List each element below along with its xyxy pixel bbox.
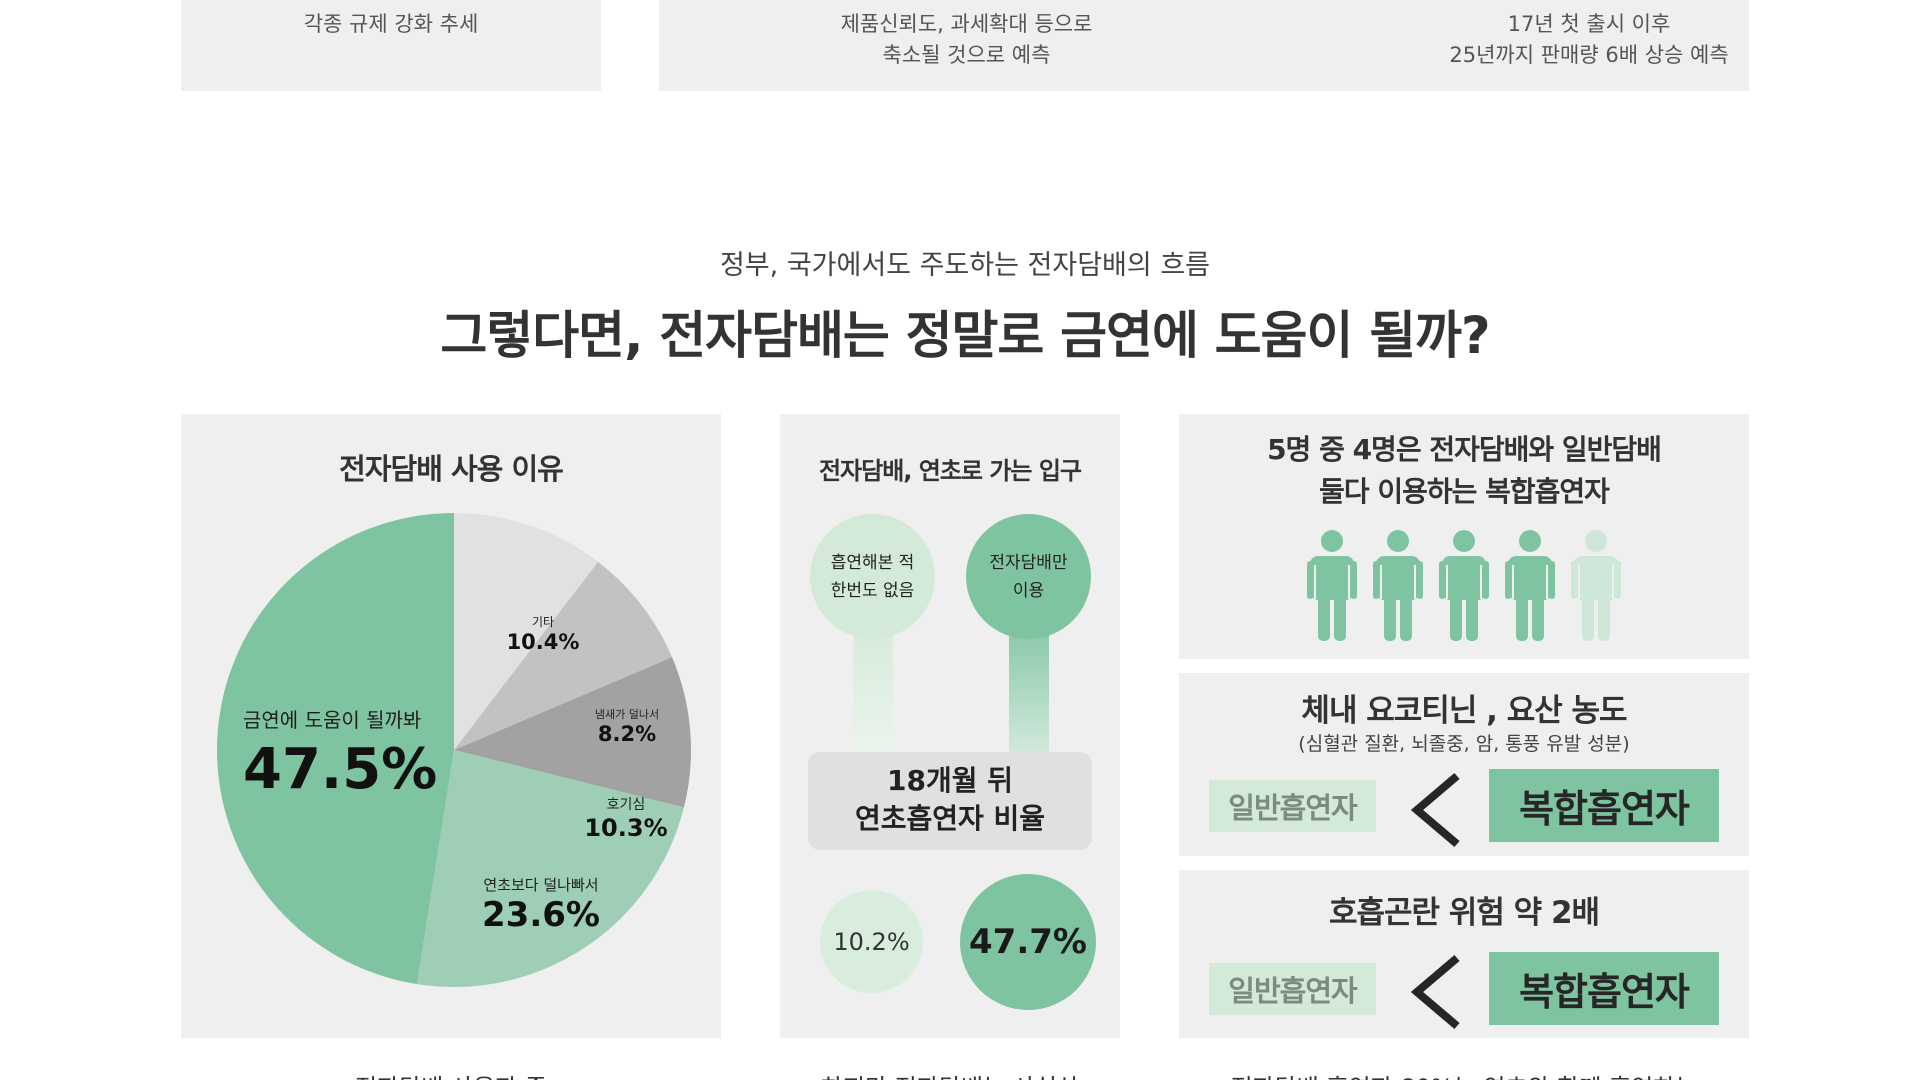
dual-bottom-caption: 전자담배 흡연자 80%는 연초와 함께 흡연하는 <box>1179 1068 1749 1080</box>
nicotine-dual-smoker-tag: 복합흡연자 <box>1489 769 1719 842</box>
pie-slice-3 <box>416 750 684 987</box>
pie-label-other-name: 기타 <box>531 615 555 629</box>
gateway-panel: 전자담배, 연초로 가는 입구 흡연해본 적 한번도 없음 전자담배만 이용 1… <box>780 414 1120 1038</box>
ecig-only-rate-circle: 47.7% <box>960 874 1096 1010</box>
ecig-only-rate: 47.7% <box>969 922 1087 962</box>
ecig-only-stem <box>1009 614 1049 774</box>
pie-label-other-value: 10.4% <box>506 630 580 654</box>
nicotine-less-than-icon <box>1410 772 1460 848</box>
dual-smoker-title-line2: 둘다 이용하는 복합흡연자 <box>1319 475 1610 508</box>
breath-dual-smoker-tag: 복합흡연자 <box>1489 952 1719 1025</box>
pie-slice-1 <box>454 561 673 750</box>
pie-label-curiosity: 호기심 10.3% <box>566 794 686 842</box>
pie-slice-2 <box>454 657 691 808</box>
never-smoked-circle: 흡연해본 적 한번도 없음 <box>810 514 935 639</box>
reasons-panel: 전자담배 사용 이유 기타 10.4% 냄새가 덜나서 8.2% 호기심 10.… <box>181 414 721 1038</box>
ecig-only-circle: 전자담배만 이용 <box>966 514 1091 639</box>
gateway-panel-title: 전자담배, 연초로 가는 입구 <box>818 457 1082 485</box>
after-18-months-box: 18개월 뒤 연초흡연자 비율 <box>808 752 1092 850</box>
pie-slice-0 <box>454 513 599 750</box>
never-smoked-line2: 한번도 없음 <box>830 580 915 601</box>
never-smoked-rate-circle: 10.2% <box>820 890 923 993</box>
nicotine-title: 체내 요코티닌 , 요산 농도 <box>1301 693 1627 729</box>
pie-label-curiosity-value: 10.3% <box>584 814 668 842</box>
top-card-right-line2: 25년까지 판매량 6배 상승 예측 <box>1449 43 1729 67</box>
top-card-mid-line1: 제품신뢰도, 과세확대 등으로 <box>840 12 1093 36</box>
nicotine-panel: 체내 요코티닌 , 요산 농도 (심혈관 질환, 뇌졸중, 암, 통풍 유발 성… <box>1179 673 1749 856</box>
top-card-right-line1: 17년 첫 출시 이후 <box>1507 12 1671 36</box>
dual-smoker-title-line1: 5명 중 4명은 전자담배와 일반담배 <box>1267 433 1662 466</box>
section-subtitle: 정부, 국가에서도 주도하는 전자담배의 흐름 <box>719 250 1211 281</box>
pie-label-less-harmful-name: 연초보다 덜나빠서 <box>483 876 599 894</box>
after-18-months-line2: 연초흡연자 비율 <box>854 802 1046 835</box>
pie-label-quit-name: 금연에 도움이 될까봐 <box>243 708 422 732</box>
ecig-only-line2: 이용 <box>1012 580 1045 601</box>
nicotine-subtitle: (심혈관 질환, 뇌졸중, 암, 통풍 유발 성분) <box>1298 733 1630 755</box>
nicotine-general-smoker-tag: 일반흡연자 <box>1209 780 1376 832</box>
breath-panel: 호흡곤란 위험 약 2배 일반흡연자 복합흡연자 <box>1179 870 1749 1038</box>
breath-title: 호흡곤란 위험 약 2배 <box>1328 895 1600 931</box>
pie-label-smell: 냄새가 덜나서 8.2% <box>567 706 687 746</box>
pie-slice-4 <box>217 513 454 985</box>
reasons-pie-chart <box>217 513 691 987</box>
pie-label-quit-value: 47.5% <box>243 737 438 802</box>
top-card-mid-line2: 축소될 것으로 예측 <box>882 43 1051 67</box>
top-card-wide: 제품신뢰도, 과세확대 등으로 축소될 것으로 예측 17년 첫 출시 이후 2… <box>659 0 1749 91</box>
person-icon <box>1505 530 1555 641</box>
breath-less-than-icon <box>1410 954 1460 1030</box>
ecig-only-line1: 전자담배만 <box>989 552 1068 573</box>
breath-general-smoker-tag: 일반흡연자 <box>1209 963 1376 1015</box>
pie-label-curiosity-name: 호기심 <box>606 797 646 813</box>
never-smoked-rate: 10.2% <box>833 927 910 956</box>
pie-label-other: 기타 10.4% <box>493 613 593 654</box>
reasons-panel-title: 전자담배 사용 이유 <box>339 452 564 486</box>
top-card-left-text: 각종 규제 강화 추세 <box>303 12 479 36</box>
pie-label-less-harmful-value: 23.6% <box>482 895 600 935</box>
after-18-months-line1: 18개월 뒤 <box>887 764 1013 797</box>
pie-label-quit: 금연에 도움이 될까봐 47.5% <box>243 704 483 802</box>
pie-label-smell-value: 8.2% <box>597 722 657 746</box>
never-smoked-line1: 흡연해본 적 <box>830 552 915 573</box>
pie-label-smell-name: 냄새가 덜나서 <box>594 708 660 721</box>
section-title: 그렇다면, 전자담배는 정말로 금연에 도움이 될까? <box>440 307 1490 366</box>
dual-smoker-panel: 5명 중 4명은 전자담배와 일반담배 둘다 이용하는 복합흡연자 <box>1179 414 1749 659</box>
people-row <box>1307 529 1637 644</box>
top-card-left: 각종 규제 강화 추세 <box>181 0 601 91</box>
pie-label-less-harmful: 연초보다 덜나빠서 23.6% <box>431 874 651 935</box>
gateway-bottom-caption: 하지만 전자담배는 사실상 <box>780 1068 1120 1080</box>
never-smoked-stem <box>853 614 893 774</box>
reasons-bottom-caption: 전자담배 사용자 중 <box>181 1068 721 1080</box>
person-icon <box>1571 530 1621 641</box>
person-icon <box>1307 530 1357 641</box>
person-icon <box>1373 530 1423 641</box>
person-icon <box>1439 530 1489 641</box>
